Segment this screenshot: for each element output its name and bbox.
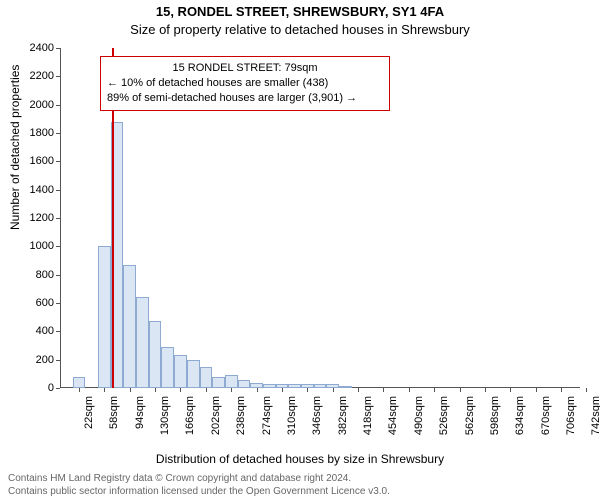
x-tick-label: 346sqm	[311, 396, 323, 444]
x-tick-mark	[180, 388, 181, 392]
histogram-bar	[161, 347, 174, 388]
x-axis-label: Distribution of detached houses by size …	[0, 452, 600, 466]
x-tick-mark	[282, 388, 283, 392]
y-tick-label: 200	[20, 354, 54, 366]
x-tick-label: 706sqm	[565, 396, 577, 444]
histogram-bar	[225, 375, 238, 388]
y-tick-label: 2200	[20, 70, 54, 82]
y-tick-mark	[56, 246, 60, 247]
x-tick-label: 598sqm	[489, 396, 501, 444]
x-tick-mark	[231, 388, 232, 392]
y-axis-label: Number of detached properties	[8, 65, 22, 230]
y-tick-label: 1200	[20, 212, 54, 224]
y-tick-mark	[56, 275, 60, 276]
annotation-line3: 89% of semi-detached houses are larger (…	[107, 91, 383, 106]
footer-line1: Contains HM Land Registry data © Crown c…	[8, 472, 592, 485]
footer-line2: Contains public sector information licen…	[8, 485, 592, 498]
x-tick-mark	[155, 388, 156, 392]
y-tick-label: 1600	[20, 155, 54, 167]
histogram-bar	[73, 377, 86, 388]
x-tick-label: 238sqm	[235, 396, 247, 444]
y-tick-label: 2400	[20, 42, 54, 54]
histogram-bar	[149, 321, 162, 388]
x-tick-mark	[257, 388, 258, 392]
x-tick-mark	[79, 388, 80, 392]
annotation-box: 15 RONDEL STREET: 79sqm← 10% of detached…	[100, 56, 390, 111]
footer-attribution: Contains HM Land Registry data © Crown c…	[8, 472, 592, 498]
histogram-bar	[263, 384, 276, 388]
chart-title-line2: Size of property relative to detached ho…	[0, 22, 600, 37]
x-tick-label: 742sqm	[590, 396, 600, 444]
y-tick-label: 2000	[20, 99, 54, 111]
x-tick-label: 454sqm	[387, 396, 399, 444]
histogram-bar	[314, 384, 327, 388]
y-tick-mark	[56, 48, 60, 49]
x-tick-label: 526sqm	[438, 396, 450, 444]
histogram-bar	[187, 360, 200, 388]
x-tick-mark	[586, 388, 587, 392]
y-tick-mark	[56, 331, 60, 332]
chart-container: 15, RONDEL STREET, SHREWSBURY, SY1 4FA S…	[0, 0, 600, 500]
x-tick-label: 670sqm	[540, 396, 552, 444]
y-tick-label: 1000	[20, 240, 54, 252]
x-tick-mark	[460, 388, 461, 392]
x-tick-label: 634sqm	[514, 396, 526, 444]
y-tick-mark	[56, 218, 60, 219]
x-tick-mark	[561, 388, 562, 392]
histogram-bar	[339, 386, 352, 388]
x-tick-label: 418sqm	[362, 396, 374, 444]
histogram-bar	[174, 355, 187, 388]
histogram-bar	[238, 380, 251, 389]
x-tick-label: 202sqm	[210, 396, 222, 444]
x-tick-mark	[536, 388, 537, 392]
x-tick-mark	[434, 388, 435, 392]
x-tick-mark	[383, 388, 384, 392]
x-tick-label: 22sqm	[83, 396, 95, 444]
x-tick-label: 490sqm	[413, 396, 425, 444]
annotation-line2: ← 10% of detached houses are smaller (43…	[107, 76, 383, 91]
x-tick-mark	[206, 388, 207, 392]
y-tick-mark	[56, 105, 60, 106]
y-tick-label: 1800	[20, 127, 54, 139]
x-tick-mark	[510, 388, 511, 392]
x-tick-label: 562sqm	[464, 396, 476, 444]
x-tick-label: 130sqm	[159, 396, 171, 444]
x-tick-mark	[104, 388, 105, 392]
y-tick-mark	[56, 303, 60, 304]
histogram-bar	[98, 246, 111, 388]
y-tick-label: 800	[20, 269, 54, 281]
x-tick-mark	[358, 388, 359, 392]
annotation-line1: 15 RONDEL STREET: 79sqm	[107, 61, 383, 76]
x-tick-label: 58sqm	[108, 396, 120, 444]
y-tick-mark	[56, 388, 60, 389]
y-tick-mark	[56, 360, 60, 361]
x-tick-label: 310sqm	[286, 396, 298, 444]
x-tick-label: 94sqm	[134, 396, 146, 444]
y-tick-mark	[56, 161, 60, 162]
x-tick-mark	[307, 388, 308, 392]
y-tick-mark	[56, 133, 60, 134]
y-tick-mark	[56, 76, 60, 77]
x-tick-mark	[409, 388, 410, 392]
y-tick-label: 0	[20, 382, 54, 394]
x-tick-mark	[485, 388, 486, 392]
x-tick-label: 274sqm	[261, 396, 273, 444]
y-tick-label: 400	[20, 325, 54, 337]
x-tick-label: 382sqm	[337, 396, 349, 444]
y-tick-label: 600	[20, 297, 54, 309]
histogram-bar	[200, 367, 213, 388]
chart-title-line1: 15, RONDEL STREET, SHREWSBURY, SY1 4FA	[0, 4, 600, 19]
y-tick-mark	[56, 190, 60, 191]
x-tick-mark	[333, 388, 334, 392]
plot-area: 0200400600800100012001400160018002000220…	[60, 48, 580, 388]
histogram-bar	[136, 297, 149, 388]
y-tick-label: 1400	[20, 184, 54, 196]
histogram-bar	[288, 384, 301, 388]
histogram-bar	[123, 265, 136, 388]
x-tick-mark	[130, 388, 131, 392]
histogram-bar	[212, 377, 225, 388]
x-tick-label: 166sqm	[184, 396, 196, 444]
